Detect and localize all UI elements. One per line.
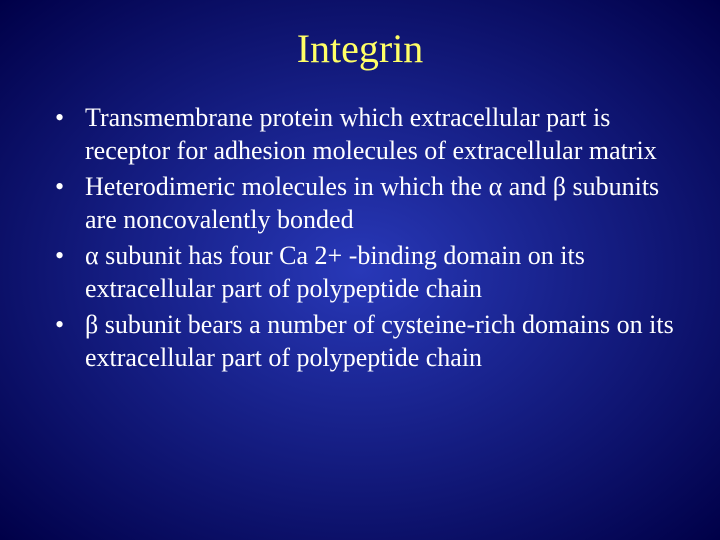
bullet-item: β subunit bears a number of cysteine-ric… — [55, 309, 680, 374]
bullet-item: Heterodimeric molecules in which the α a… — [55, 171, 680, 236]
bullet-item: α subunit has four Ca 2+ -binding domain… — [55, 240, 680, 305]
presentation-slide: Integrin Transmembrane protein which ext… — [0, 0, 720, 540]
bullet-item: Transmembrane protein which extracellula… — [55, 102, 680, 167]
slide-title: Integrin — [40, 25, 680, 72]
bullet-list: Transmembrane protein which extracellula… — [40, 102, 680, 374]
